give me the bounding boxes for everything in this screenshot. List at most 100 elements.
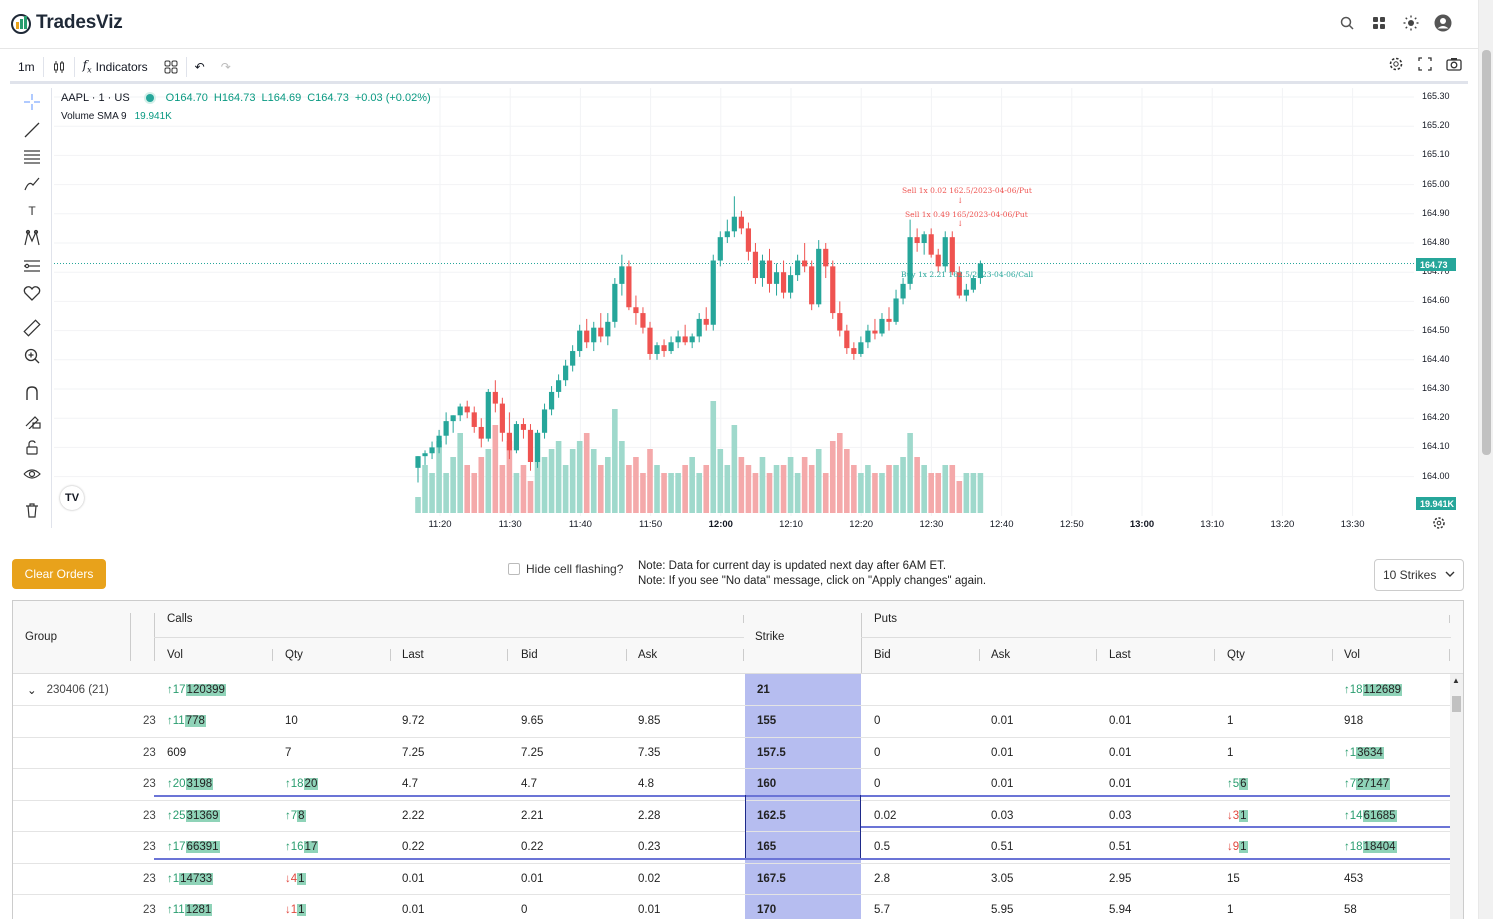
put-last-cell[interactable]: 0.03 (1109, 801, 1131, 832)
put-qty-cell[interactable]: 1 (1227, 706, 1233, 737)
fullscreen-icon[interactable] (1418, 57, 1432, 74)
strike-cell[interactable]: 167.5 (757, 872, 786, 885)
call-bid-cell[interactable]: 7.25 (521, 738, 543, 769)
put-col-header-qty[interactable]: Qty (1227, 649, 1245, 661)
call-qty-cell[interactable]: ↑18 20 (285, 769, 319, 800)
put-volume-cell[interactable]: 918 (1344, 706, 1363, 737)
group-call-volume[interactable]: ↑17 120399 (167, 674, 226, 705)
put-volume-cell[interactable]: ↑1 3634 (1344, 738, 1384, 769)
undo-button[interactable]: ↶ (187, 53, 213, 81)
put-ask-cell[interactable]: 5.95 (991, 895, 1013, 919)
call-bid-cell[interactable]: 4.7 (521, 769, 537, 800)
put-last-cell[interactable]: 0.01 (1109, 738, 1131, 769)
call-col-header-vol[interactable]: Vol (167, 649, 183, 661)
call-qty-cell[interactable]: 7 (285, 738, 291, 769)
hide-flashing-checkbox[interactable] (508, 563, 520, 575)
group-put-volume[interactable]: ↑18 112689 (1344, 674, 1403, 705)
put-last-cell[interactable]: 0.01 (1109, 706, 1131, 737)
call-bid-cell[interactable]: 0 (521, 895, 527, 919)
put-qty-cell[interactable]: 1 (1227, 738, 1233, 769)
put-volume-cell[interactable]: 453 (1344, 864, 1363, 895)
put-qty-cell[interactable]: 15 (1227, 864, 1240, 895)
option-row[interactable]: 23 ↑11 1281 ↓1 1 0.01 0 0.01 170 5.7 5.95 5.94 1 58 (13, 895, 1450, 919)
call-volume-cell[interactable]: ↑25 31369 (167, 801, 220, 832)
prediction-icon[interactable] (22, 256, 42, 276)
put-last-cell[interactable]: 2.95 (1109, 864, 1131, 895)
tradingview-logo-icon[interactable]: TV (60, 486, 84, 510)
page-scrollbar[interactable] (1478, 0, 1493, 919)
user-avatar-icon[interactable] (1434, 14, 1452, 32)
ruler-icon[interactable] (22, 318, 42, 338)
camera-icon[interactable] (1446, 57, 1462, 74)
put-last-cell[interactable]: 0.51 (1109, 832, 1131, 863)
group-header[interactable]: Group (25, 631, 57, 643)
call-ask-cell[interactable]: 7.35 (638, 738, 660, 769)
strike-cell[interactable]: 165 (757, 841, 777, 854)
put-qty-cell[interactable]: ↓3 1 (1227, 801, 1248, 832)
put-ask-cell[interactable]: 0.03 (991, 801, 1013, 832)
price-chart[interactable] (54, 88, 1414, 516)
brush-icon[interactable] (22, 174, 42, 194)
call-volume-cell[interactable]: ↑20 3198 (167, 769, 214, 800)
magnet-icon[interactable] (22, 383, 42, 403)
put-qty-cell[interactable]: ↑5 6 (1227, 769, 1248, 800)
option-row[interactable]: 23 ↑17 66391 ↑16 17 0.22 0.22 0.23 165 0.5 0.51 0.5… (13, 832, 1450, 864)
strike-cell[interactable]: 157.5 (757, 746, 786, 759)
call-last-cell[interactable]: 0.01 (402, 895, 424, 919)
put-volume-cell[interactable]: ↑18 18404 (1344, 832, 1397, 863)
call-bid-cell[interactable]: 2.21 (521, 801, 543, 832)
hide-cell-flashing-toggle[interactable]: Hide cell flashing? (508, 562, 623, 576)
call-last-cell[interactable]: 9.72 (402, 706, 424, 737)
call-ask-cell[interactable]: 4.8 (638, 769, 654, 800)
call-last-cell[interactable]: 2.22 (402, 801, 424, 832)
call-last-cell[interactable]: 0.01 (402, 864, 424, 895)
interval-button[interactable]: 1m (10, 53, 43, 81)
put-col-header-last[interactable]: Last (1109, 649, 1131, 661)
put-ask-cell[interactable]: 3.05 (991, 864, 1013, 895)
put-bid-cell[interactable]: 0 (874, 738, 880, 769)
put-col-header-vol[interactable]: Vol (1344, 649, 1360, 661)
page-scrollbar-thumb[interactable] (1482, 50, 1491, 455)
option-row[interactable]: 23 ↑20 3198 ↑18 20 4.7 4.7 4.8 160 0 0.01 0.01 ↑5 6 ↑7… (13, 769, 1450, 801)
call-bid-cell[interactable]: 0.01 (521, 864, 543, 895)
put-ask-cell[interactable]: 0.01 (991, 738, 1013, 769)
call-volume-cell[interactable]: ↑11 778 (167, 706, 206, 737)
eye-icon[interactable] (22, 464, 42, 484)
strike-cell[interactable]: 155 (757, 715, 777, 728)
put-last-cell[interactable]: 0.01 (1109, 769, 1131, 800)
call-ask-cell[interactable]: 2.28 (638, 801, 660, 832)
put-qty-cell[interactable]: ↓9 1 (1227, 832, 1248, 863)
option-row[interactable]: 23 609 7 7.25 7.25 7.35 157.5 0 0.01 0.01 1 ↑1 3634 (13, 738, 1450, 769)
call-bid-cell[interactable]: 0.22 (521, 832, 543, 863)
put-volume-cell[interactable]: ↑7 27147 (1344, 769, 1391, 800)
call-qty-cell[interactable]: ↑7 8 (285, 801, 306, 832)
call-last-cell[interactable]: 7.25 (402, 738, 424, 769)
indicators-button[interactable]: fx Indicators (75, 53, 156, 81)
call-qty-cell[interactable]: ↑16 17 (285, 832, 319, 863)
call-col-header-bid[interactable]: Bid (521, 649, 538, 661)
fib-retracement-icon[interactable] (22, 147, 42, 167)
redo-button[interactable]: ↷ (213, 53, 239, 81)
option-row[interactable]: 23 ↑25 31369 ↑7 8 2.22 2.21 2.28 162.5 0.02 0.03 0.… (13, 801, 1450, 832)
put-col-header-ask[interactable]: Ask (991, 649, 1011, 661)
unlock-icon[interactable] (22, 437, 42, 457)
search-icon[interactable] (1338, 14, 1356, 32)
strike-cell[interactable]: 162.5 (757, 809, 786, 822)
settings-gear-icon[interactable] (1388, 56, 1404, 75)
table-scrollbar-thumb[interactable] (1452, 696, 1461, 712)
apps-grid-icon[interactable] (1370, 14, 1388, 32)
put-ask-cell[interactable]: 0.51 (991, 832, 1013, 863)
call-ask-cell[interactable]: 0.23 (638, 832, 660, 863)
put-bid-cell[interactable]: 0.5 (874, 832, 890, 863)
put-ask-cell[interactable]: 0.01 (991, 706, 1013, 737)
lock-drawing-icon[interactable] (22, 410, 42, 430)
put-bid-cell[interactable]: 0 (874, 706, 880, 737)
chart-type-button[interactable] (44, 53, 74, 81)
trend-line-icon[interactable] (22, 120, 42, 140)
option-row[interactable]: 23 ↑1 14733 ↓4 1 0.01 0.01 0.02 167.5 2.8 3.05 2.95… (13, 864, 1450, 895)
call-bid-cell[interactable]: 9.65 (521, 706, 543, 737)
crosshair-icon[interactable] (22, 92, 42, 112)
call-ask-cell[interactable]: 9.85 (638, 706, 660, 737)
price-axis[interactable]: 165.30 165.20 165.10 165.00 164.90 164.80 164.… (1414, 88, 1468, 516)
app-logo[interactable]: TradesViz (10, 12, 123, 34)
